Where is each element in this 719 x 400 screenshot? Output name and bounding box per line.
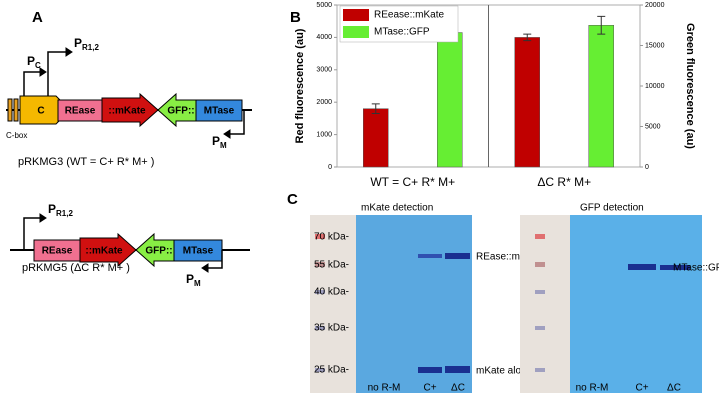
panel-label: C bbox=[287, 191, 298, 208]
promoter-letter: P bbox=[48, 202, 56, 216]
gene-label: MTase bbox=[204, 106, 235, 117]
y2-tick-label: 0 bbox=[645, 164, 649, 171]
lane-label: C+ bbox=[635, 383, 648, 394]
gene-label: GFP:: bbox=[145, 246, 172, 257]
y-tick-label: 0 bbox=[328, 164, 332, 171]
marker-label: 40 kDa- bbox=[314, 287, 349, 298]
x-tick-label: WT = C+ R* M+ bbox=[370, 175, 455, 189]
lane-label: no R-M bbox=[368, 383, 401, 394]
y-tick-label: 5000 bbox=[316, 2, 332, 9]
panel-label: B bbox=[290, 9, 301, 26]
bar bbox=[363, 108, 389, 168]
promoter-sub: M bbox=[194, 279, 201, 288]
bar-chart: 0 1000 2000 3000 4000 5000 0 5000 10000 15000 2000… bbox=[294, 2, 696, 189]
gene-label: C bbox=[37, 106, 44, 117]
promoter-letter: P bbox=[212, 134, 220, 148]
legend-swatch bbox=[343, 26, 369, 38]
promoter-label: PM bbox=[212, 134, 227, 150]
construct-1 bbox=[6, 47, 252, 139]
gene-label: ::mKate bbox=[108, 106, 146, 117]
blot-2 bbox=[520, 215, 702, 393]
marker-label: 70 kDa- bbox=[314, 232, 349, 243]
promoter-label: PR1,2 bbox=[74, 36, 99, 52]
promoter-letter: P bbox=[186, 272, 194, 286]
lane-label: no R-M bbox=[576, 383, 609, 394]
lane-label: C+ bbox=[423, 383, 436, 394]
promoter-label: PM bbox=[186, 272, 201, 288]
y2-tick-label: 5000 bbox=[645, 123, 661, 130]
legend-label: MTase::GFP bbox=[374, 27, 430, 38]
panel-label: A bbox=[32, 9, 43, 26]
y-axis-title: Red fluorescence (au) bbox=[294, 28, 306, 143]
c-box-label: C-box bbox=[6, 131, 27, 140]
gene-label: GFP:: bbox=[167, 106, 194, 117]
y2-tick-label: 20000 bbox=[645, 2, 665, 9]
caption: pRKMG3 (WT = C+ R* M+ ) bbox=[18, 156, 154, 168]
band-label: MTase::GFP bbox=[673, 263, 719, 274]
caption: pRKMG5 (ΔC R* M+ ) bbox=[22, 262, 130, 274]
lane-label: ΔC bbox=[451, 383, 465, 394]
blot-title: GFP detection bbox=[580, 203, 644, 214]
promoter-letter: P bbox=[74, 36, 82, 50]
y2-tick-label: 10000 bbox=[645, 83, 665, 90]
marker-label: 55 kDa- bbox=[314, 260, 349, 271]
error-bar bbox=[523, 33, 532, 42]
marker-label: 35 kDa- bbox=[314, 323, 349, 334]
promoter-label: PR1,2 bbox=[48, 202, 73, 218]
promoter-sub: M bbox=[220, 141, 227, 150]
y2-tick-label: 15000 bbox=[645, 42, 665, 49]
promoter-sub: R1,2 bbox=[56, 209, 73, 218]
legend-swatch bbox=[343, 9, 369, 21]
y2-axis-title: Green fluorescence (au) bbox=[684, 23, 696, 149]
promoter-letter: P bbox=[27, 54, 35, 68]
error-bar bbox=[371, 103, 380, 115]
bar bbox=[437, 32, 463, 168]
promoter-sub: C bbox=[35, 61, 41, 70]
promoter-sub: R1,2 bbox=[82, 43, 99, 52]
gene-label: ::mKate bbox=[85, 246, 123, 257]
y-tick-label: 4000 bbox=[316, 34, 332, 41]
marker-label: 25 kDa- bbox=[314, 365, 349, 376]
blot-title: mKate detection bbox=[361, 203, 433, 214]
gene-label: MTase bbox=[183, 246, 214, 257]
error-bar bbox=[597, 15, 606, 35]
gene-label: REase bbox=[42, 246, 73, 257]
blot-1 bbox=[310, 215, 472, 393]
y-tick-label: 1000 bbox=[316, 131, 332, 138]
legend-label: REease::mKate bbox=[374, 10, 444, 21]
x-tick-label: ΔC R* M+ bbox=[537, 175, 591, 189]
band-label: mKate alone bbox=[476, 366, 533, 377]
construct-2 bbox=[10, 213, 250, 273]
y-tick-label: 2000 bbox=[316, 99, 332, 106]
bar bbox=[588, 25, 614, 168]
band-label: REase::mKate bbox=[476, 252, 541, 263]
bar bbox=[514, 37, 540, 168]
y-tick-label: 3000 bbox=[316, 67, 332, 74]
lane-label: ΔC bbox=[667, 383, 681, 394]
gene-label: REase bbox=[65, 106, 96, 117]
promoter-label: PC bbox=[27, 54, 41, 70]
